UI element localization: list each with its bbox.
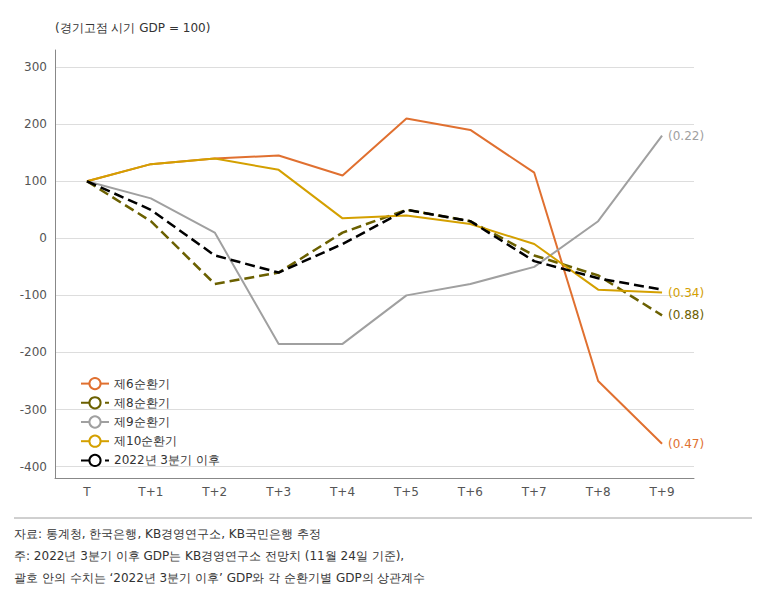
svg-text:T: T (82, 485, 91, 499)
svg-text:(0.22): (0.22) (668, 129, 704, 143)
svg-text:T+5: T+5 (393, 485, 419, 499)
svg-text:T+6: T+6 (457, 485, 483, 499)
svg-text:괄호 안의 수치는 ‘2022년 3분기 이후’ GDP와: 괄호 안의 수치는 ‘2022년 3분기 이후’ GDP와 각 순환기별 GDP… (14, 571, 426, 585)
svg-text:-200: -200 (20, 345, 47, 359)
svg-text:(0.34): (0.34) (668, 286, 704, 300)
svg-text:T+8: T+8 (585, 485, 611, 499)
svg-text:T+7: T+7 (521, 485, 547, 499)
svg-text:0: 0 (39, 231, 47, 245)
svg-text:100: 100 (24, 174, 47, 188)
svg-text:(0.47): (0.47) (668, 437, 704, 451)
svg-text:200: 200 (24, 117, 47, 131)
svg-text:제10순환기: 제10순환기 (114, 434, 177, 448)
svg-text:300: 300 (24, 60, 47, 74)
svg-text:(0.88): (0.88) (668, 308, 704, 322)
svg-text:-400: -400 (20, 460, 47, 474)
svg-text:T+1: T+1 (137, 485, 163, 499)
svg-text:-100: -100 (20, 288, 47, 302)
svg-text:T+2: T+2 (201, 485, 227, 499)
svg-text:제8순환기: 제8순환기 (114, 396, 170, 410)
svg-text:(경기고점 시기 GDP = 100): (경기고점 시기 GDP = 100) (55, 21, 210, 35)
svg-text:-300: -300 (20, 403, 47, 417)
svg-text:자료: 통계청, 한국은행, KB경영연구소, KB국민은행: 자료: 통계청, 한국은행, KB경영연구소, KB국민은행 추정 (14, 527, 321, 541)
svg-text:T+3: T+3 (265, 485, 291, 499)
svg-text:제9순환기: 제9순환기 (114, 415, 170, 429)
svg-text:주: 2022년 3분기 이후 GDP는 KB경영연구소 전: 주: 2022년 3분기 이후 GDP는 KB경영연구소 전망치 (11월 24… (14, 549, 404, 563)
svg-text:T+4: T+4 (329, 485, 355, 499)
svg-text:2022년 3분기 이후: 2022년 3분기 이후 (114, 453, 220, 467)
svg-text:제6순환기: 제6순환기 (114, 377, 170, 391)
svg-text:T+9: T+9 (649, 485, 675, 499)
